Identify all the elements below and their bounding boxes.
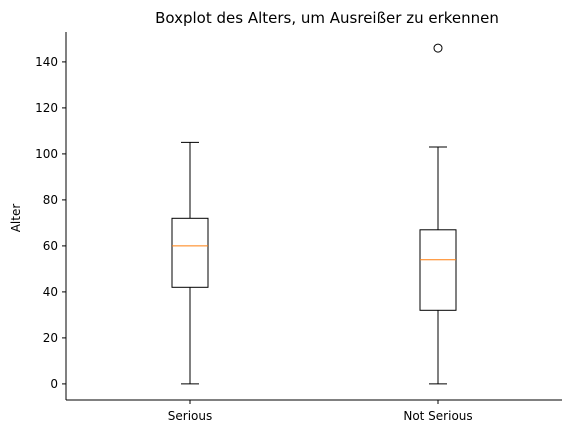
y-tick-label: 0 (50, 377, 58, 391)
axes (65, 32, 562, 401)
y-tick-label: 80 (43, 193, 58, 207)
y-tick-label: 40 (43, 285, 58, 299)
y-tick-label: 120 (35, 101, 58, 115)
box-not-serious (419, 43, 457, 385)
outlier-point (433, 43, 443, 53)
x-ticks: Serious Not Serious (168, 400, 473, 423)
iqr-box (171, 217, 209, 288)
iqr-box (419, 229, 457, 311)
box-serious (171, 141, 209, 385)
y-tick-label: 60 (43, 239, 58, 253)
y-tick-label: 20 (43, 331, 58, 345)
x-tick-label: Not Serious (403, 409, 472, 423)
x-tick-label: Serious (168, 409, 212, 423)
chart-title: Boxplot des Alters, um Ausreißer zu erke… (155, 9, 499, 27)
y-axis-label: Alter (9, 204, 23, 233)
y-tick-label: 140 (35, 55, 58, 69)
y-ticks: 0 20 40 60 80 100 120 140 (35, 55, 66, 391)
boxes (171, 43, 457, 385)
y-tick-label: 100 (35, 147, 58, 161)
